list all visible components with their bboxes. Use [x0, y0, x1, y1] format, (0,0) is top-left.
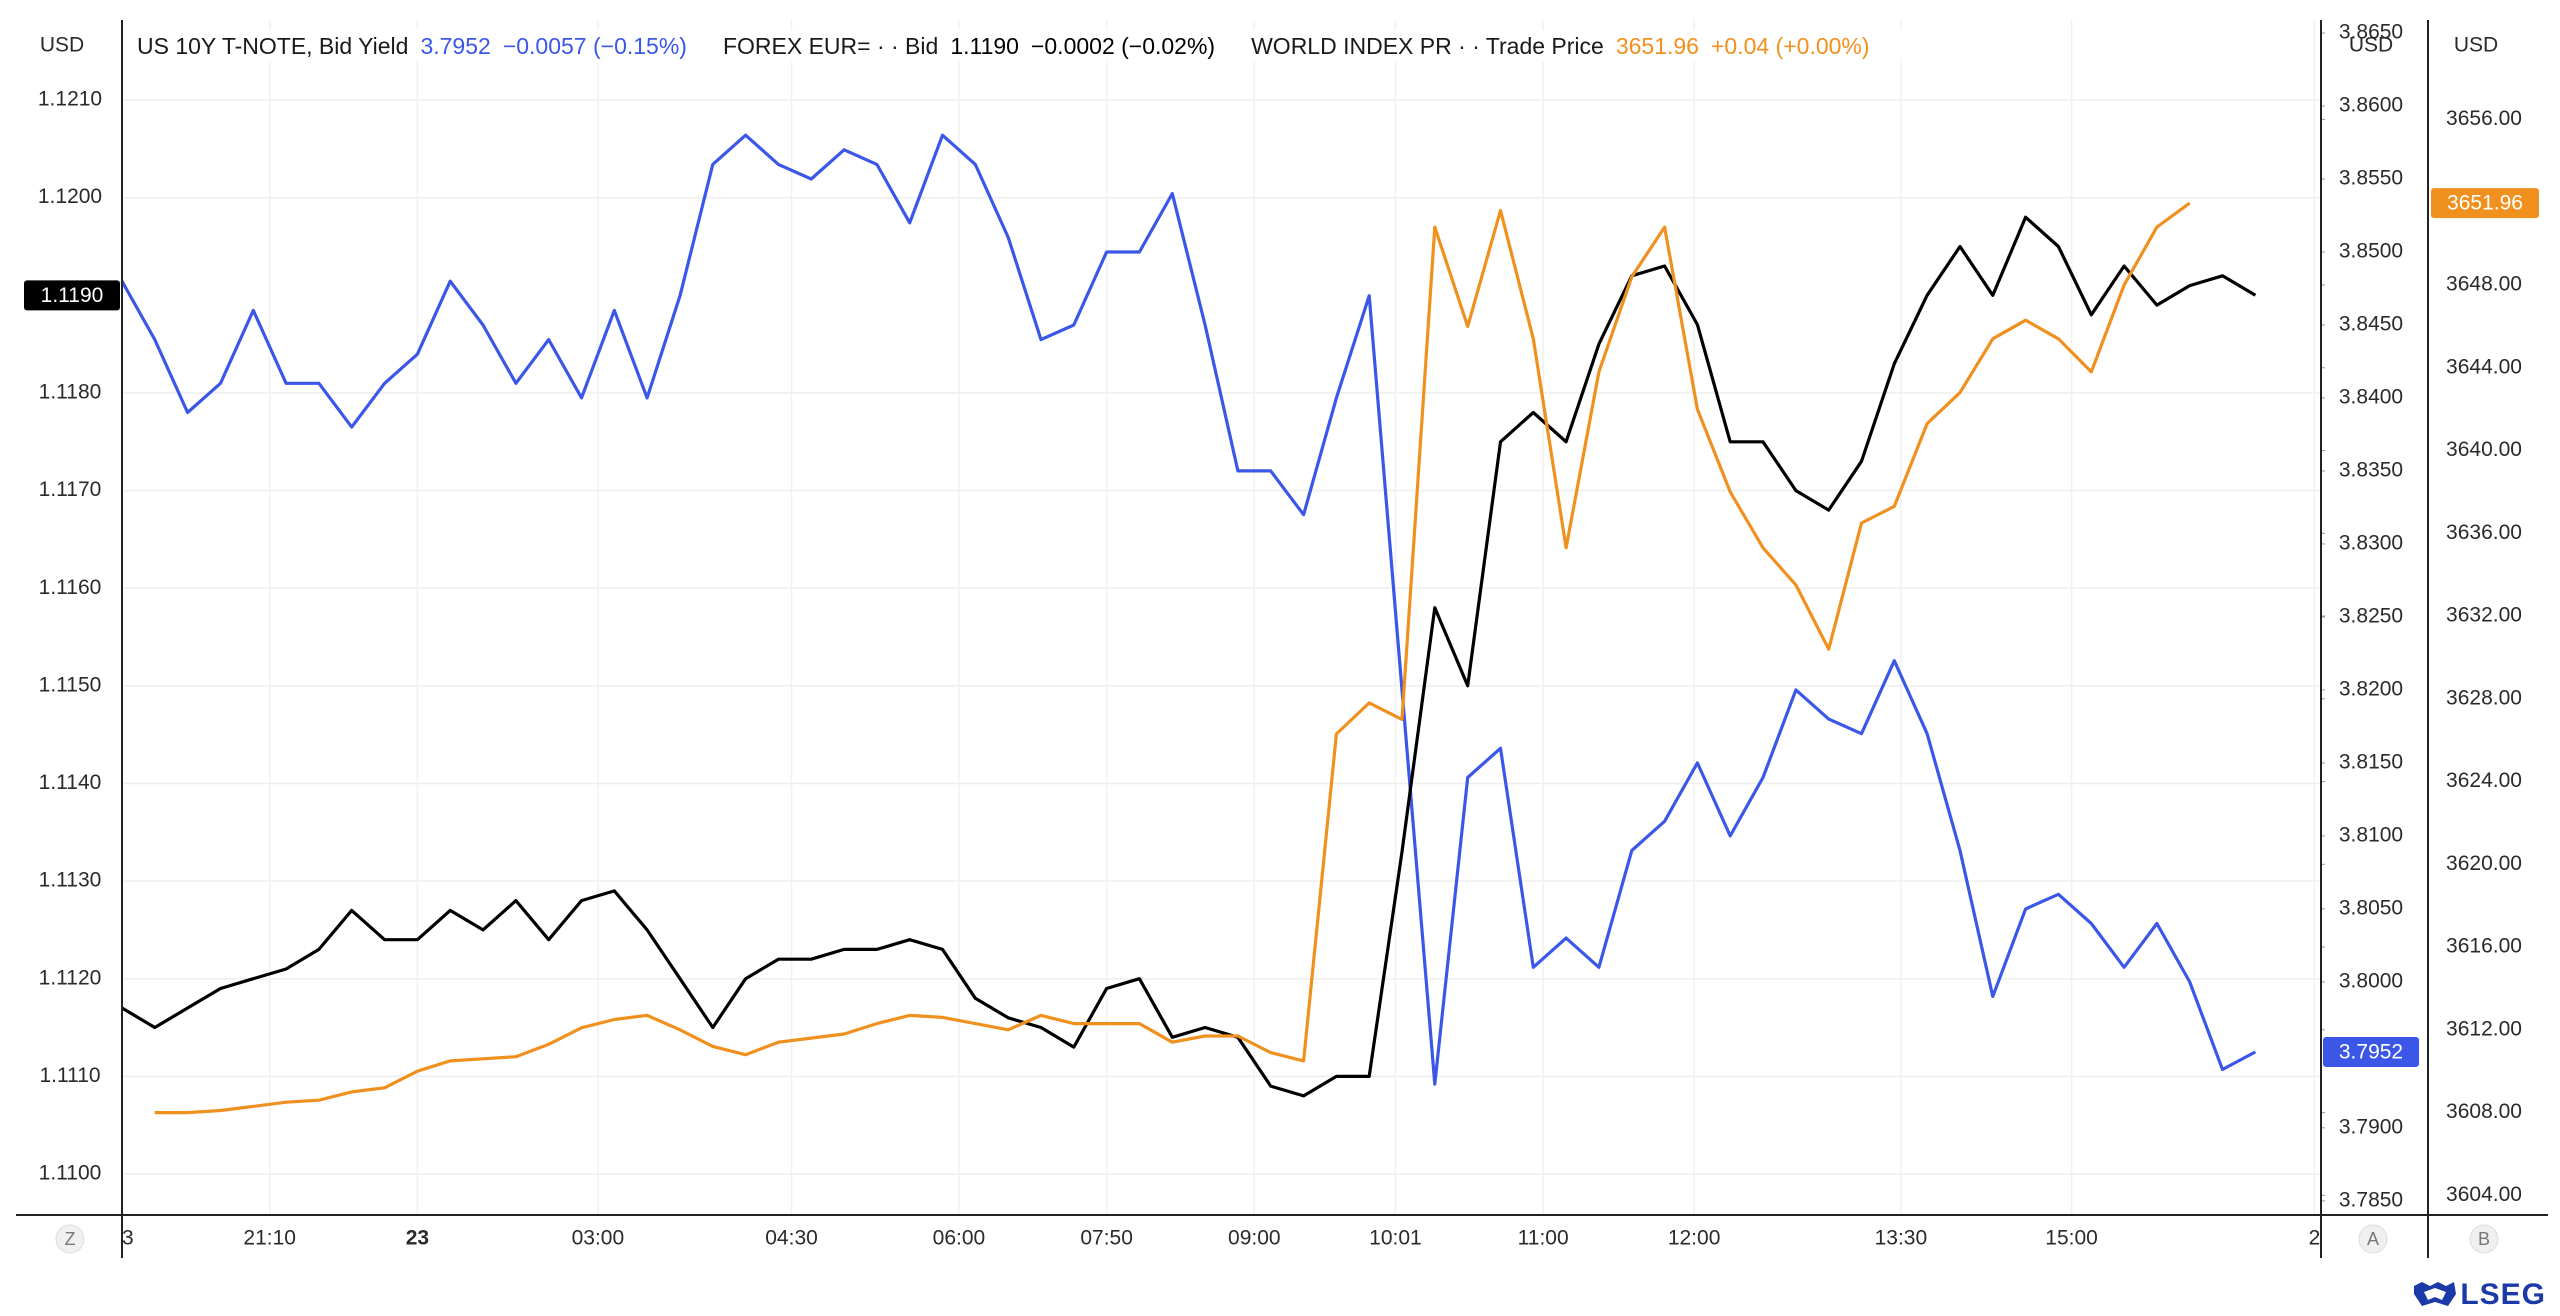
y-tick-label: 1.1160	[39, 576, 102, 599]
x-tick-label: 10:01	[1369, 1227, 1422, 1250]
y-tick-label: 3624.00	[2446, 769, 2522, 792]
x-tick-label: 2	[2309, 1227, 2321, 1250]
x-tick-label: 09:00	[1228, 1227, 1281, 1250]
x-labels: 43 21:10 23 03:00 04:30 06:00 07:50 09:00 10:01 1…	[110, 1227, 2321, 1250]
legend: US 10Y T-NOTE, Bid Yield 3.7952 −0.0057 (−…	[137, 30, 1906, 62]
labels: 1.1100 1.1110 1.1120 1.1130 1.1140 1.1150 1.11…	[24, 21, 2539, 1211]
y-tick-label: 3.8100	[2339, 823, 2403, 846]
price-tag-label: 3651.96	[2447, 192, 2523, 215]
axis-a-unit: USD	[2349, 34, 2393, 57]
legend-price: 3651.96	[1615, 32, 1699, 59]
y-tick-label: 3648.00	[2446, 273, 2522, 296]
y-tick-label: 3.8200	[2339, 677, 2403, 700]
legend-change: +0.04 (+0.00%)	[1710, 32, 1870, 59]
price-tag	[2431, 188, 2539, 219]
price-tag-label: 1.1190	[41, 284, 104, 307]
x-tick-label: 15:00	[2045, 1227, 2098, 1250]
y-tick-label: 3.8450	[2339, 313, 2403, 336]
legend-change: −0.0002 (−0.02%)	[1030, 32, 1216, 59]
y-tick-label: 3.8600	[2339, 94, 2403, 117]
series-line	[120, 133, 2257, 1086]
y-tick-label: 3.8350	[2339, 458, 2403, 481]
y-tick-label: 1.1110	[39, 1064, 100, 1087]
y-tick-label: 3.8550	[2339, 167, 2403, 190]
y-tick-label: 3.8250	[2339, 604, 2403, 627]
left-unit: USD	[40, 34, 84, 57]
y-tick-label: 3644.00	[2446, 355, 2522, 378]
x-tick-label: 07:50	[1080, 1227, 1133, 1250]
y-tick-label: 3.8000	[2339, 969, 2403, 992]
lines	[120, 133, 2257, 1115]
y-tick-label: 3.8050	[2339, 896, 2403, 919]
legend-price: 1.1190	[950, 32, 1019, 59]
series-line	[154, 201, 2191, 1115]
y-tick-label: 3.7850	[2339, 1188, 2403, 1211]
y-tick-label: 3.8150	[2339, 750, 2403, 773]
x-tick-label: 04:30	[765, 1227, 818, 1250]
y-tick-label: 3632.00	[2446, 604, 2522, 627]
y-tick-label: 1.1140	[39, 771, 102, 794]
legend-name: FOREX EUR= · · Bid	[722, 32, 939, 59]
y-tick-label: 1.1100	[39, 1162, 102, 1185]
y-tick-label: 3620.00	[2446, 852, 2522, 875]
x-tick-label: 21:10	[243, 1227, 296, 1250]
y-tick-label: 3.8650	[2339, 21, 2403, 44]
button[interactable]: Z	[65, 1229, 76, 1249]
x-tick-label: 11:00	[1518, 1227, 1569, 1250]
logo-text: LSEG	[2460, 1278, 2546, 1311]
y-tick-label: 3636.00	[2446, 521, 2522, 544]
x-tick-label: 13:30	[1875, 1227, 1928, 1250]
axis-b-unit: USD	[2454, 34, 2498, 57]
button[interactable]: B	[2478, 1229, 2490, 1249]
price-tag	[2323, 1036, 2419, 1067]
x-tick-label: 03:00	[572, 1227, 625, 1250]
y-tick-label: 1.1210	[38, 88, 102, 111]
y-tick-label: 3.7900	[2339, 1115, 2403, 1138]
x-tick-label: 06:00	[933, 1227, 986, 1250]
y-tick-label: 1.1200	[38, 185, 102, 208]
button[interactable]: A	[2367, 1229, 2379, 1249]
y-tick-label: 3.8300	[2339, 531, 2403, 554]
button-bg[interactable]	[2469, 1224, 2499, 1254]
button-bg[interactable]	[2358, 1224, 2388, 1254]
y-tick-label: 3628.00	[2446, 686, 2522, 709]
y-tick-label: 3612.00	[2446, 1017, 2522, 1040]
y-tick-label: 3640.00	[2446, 438, 2522, 461]
y-tick-label: 1.1170	[39, 478, 102, 501]
y-tick-label: 3616.00	[2446, 935, 2522, 958]
logo: LSEG	[2410, 1278, 2546, 1312]
legend-name: WORLD INDEX PR · · Trade Price	[1251, 32, 1604, 59]
x-tick-label: 12:00	[1668, 1227, 1721, 1250]
y-tick-label: 1.1120	[39, 966, 102, 989]
legend-price: 3.7952	[420, 32, 491, 59]
y-tick-label: 1.1180	[39, 380, 102, 403]
series-line	[121, 215, 2257, 1098]
y-tick-label: 3604.00	[2446, 1183, 2522, 1206]
axes: USD USD USD Z A B	[16, 20, 2548, 1258]
y-tick-label: 3.8500	[2339, 240, 2403, 263]
price-tag	[24, 280, 120, 311]
y-tick-label: 1.1130	[39, 869, 102, 892]
price-tag-label: 3.7952	[2339, 1040, 2403, 1063]
button-bg[interactable]	[55, 1224, 85, 1254]
y-tick-label: 3.8400	[2339, 385, 2403, 408]
y-tick-label: 1.1150	[39, 673, 102, 696]
legend-name: US 10Y T-NOTE, Bid Yield	[137, 32, 409, 59]
x-tick-label: 43	[110, 1227, 133, 1250]
y-tick-label: 3656.00	[2446, 107, 2522, 130]
legend-change: −0.0057 (−0.15%)	[502, 32, 687, 59]
x-tick-label: 23	[406, 1227, 429, 1250]
y-tick-label: 3608.00	[2446, 1100, 2522, 1123]
logo-icon	[2414, 1282, 2457, 1306]
